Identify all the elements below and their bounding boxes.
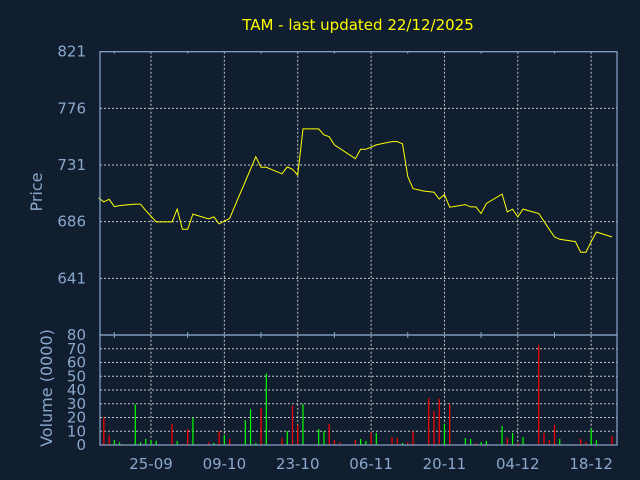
price-plot-frame bbox=[99, 51, 618, 336]
price-tick-label: 731 bbox=[57, 156, 86, 174]
grid-lines bbox=[100, 51, 617, 445]
x-tick-labels: 25-09 09-10 23-10 06-11 20-11 04-12 18-12 bbox=[129, 455, 613, 473]
date-tick-label: 23-10 bbox=[276, 455, 320, 473]
date-tick-label: 25-09 bbox=[129, 455, 173, 473]
volume-tick-label: 10 bbox=[67, 422, 86, 440]
date-tick-label: 04-12 bbox=[496, 455, 540, 473]
volume-tick-label: 0 bbox=[76, 436, 86, 454]
volume-plot-frame bbox=[99, 334, 618, 446]
volume-axis-label: Volume (0000) bbox=[37, 329, 56, 447]
chart-title: TAM - last updated 22/12/2025 bbox=[241, 16, 474, 34]
volume-tick-label: 50 bbox=[67, 367, 86, 385]
volume-tick-label: 40 bbox=[67, 381, 86, 399]
date-tick-label: 09-10 bbox=[203, 455, 247, 473]
volume-tick-label: 20 bbox=[67, 409, 86, 427]
date-tick-label: 06-11 bbox=[349, 455, 393, 473]
volume-tick-label: 80 bbox=[67, 326, 86, 344]
plot-frames bbox=[99, 51, 618, 446]
price-tick-label: 641 bbox=[57, 269, 86, 287]
price-tick-label: 776 bbox=[57, 99, 86, 117]
volume-tick-label: 30 bbox=[67, 395, 86, 413]
volume-tick-label: 70 bbox=[67, 340, 86, 358]
date-tick-label: 18-12 bbox=[569, 455, 613, 473]
price-tick-label: 686 bbox=[57, 213, 86, 231]
volume-bars bbox=[103, 345, 613, 445]
date-tick-label: 20-11 bbox=[423, 455, 467, 473]
price-axis-label: Price bbox=[27, 172, 46, 211]
price-tick-label: 821 bbox=[57, 43, 86, 61]
volume-tick-label: 60 bbox=[67, 354, 86, 372]
price-line bbox=[98, 128, 613, 253]
